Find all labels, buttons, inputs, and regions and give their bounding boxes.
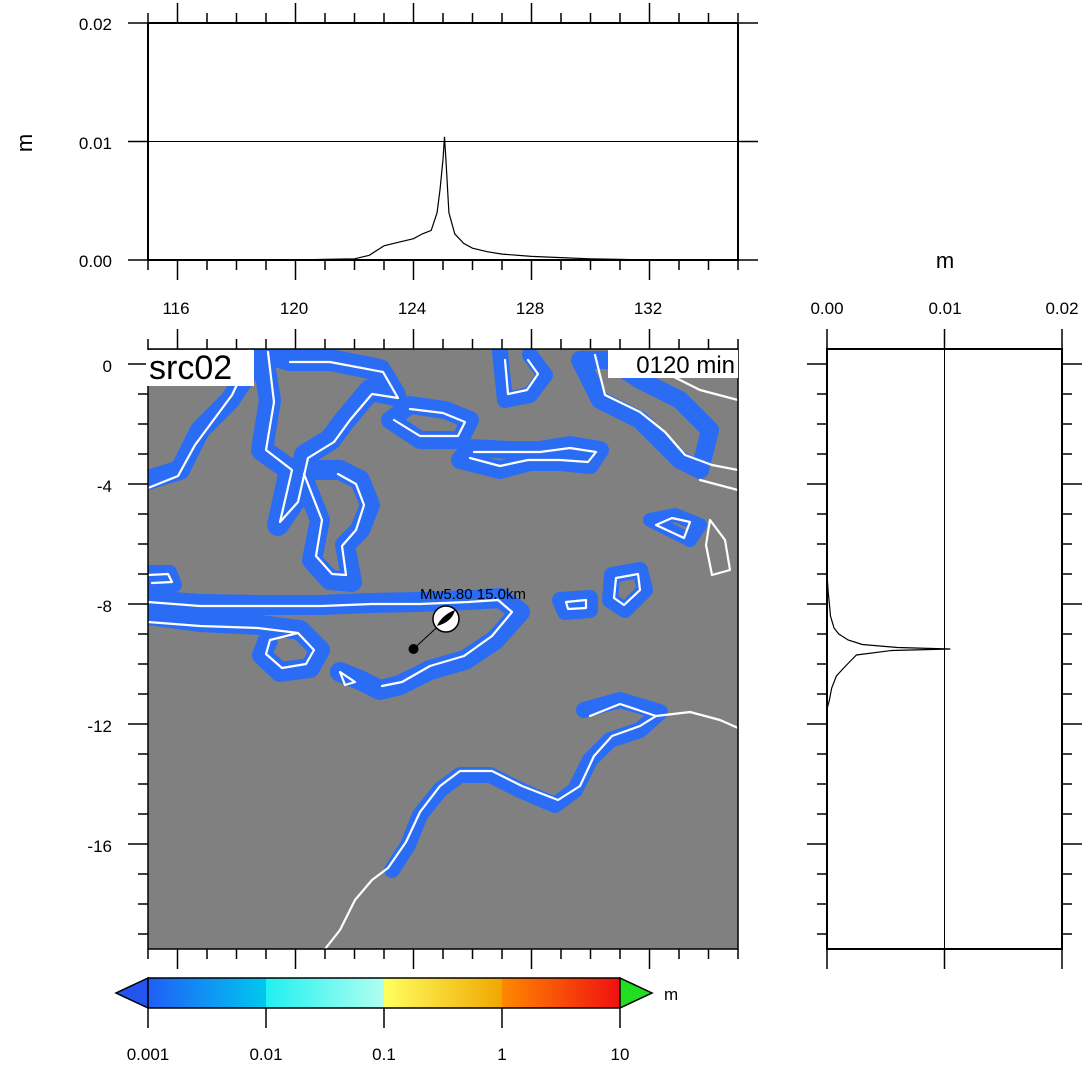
colorbar-segment: [266, 978, 384, 1008]
colorbar-high-triangle: [619, 976, 654, 1010]
map-label-box: [146, 350, 254, 386]
top-profile-ylabel: m: [12, 134, 37, 152]
top-profile-panel: m 0.02 0.01 0.00: [12, 3, 758, 280]
map-axis-ticks: [128, 329, 739, 969]
colorbar-ticks: [147, 1008, 621, 1028]
lon-tick-label: 128: [516, 299, 544, 318]
time-label: 0120 min: [636, 352, 735, 379]
colorbar: m 0.001 0.01 0.1 1 10: [114, 976, 678, 1064]
colorbar-segment: [148, 978, 266, 1008]
lon-tick-labels: 116 120 124 128 132: [162, 299, 662, 318]
colorbar-tick-label: 1: [497, 1045, 506, 1064]
lat-tick-label: -8: [97, 597, 112, 616]
epicenter-marker: [408, 644, 419, 654]
colorbar-low-triangle: [114, 976, 149, 1010]
beachball-icon: [432, 605, 460, 633]
side-profile-ticks: [807, 329, 1082, 969]
map-label: src02: [149, 349, 232, 387]
lat-tick-label: -12: [87, 717, 112, 736]
side-profile-xtick-label: 0.00: [810, 299, 843, 318]
top-profile-ytick-label: 0.01: [79, 134, 112, 153]
side-profile-xlabel: m: [936, 248, 954, 273]
colorbar-tick-label: 0.001: [127, 1045, 170, 1064]
lon-tick-label: 120: [280, 299, 308, 318]
source-label: Mw5.80 15.0km: [420, 586, 526, 603]
lat-tick-label: 0: [103, 357, 112, 376]
colorbar-tick-label: 10: [611, 1045, 630, 1064]
lon-tick-label: 116: [162, 299, 189, 318]
colorbar-segment: [384, 978, 502, 1008]
lon-tick-label: 124: [398, 299, 426, 318]
time-label-box: [608, 350, 738, 378]
lat-tick-label: -4: [97, 477, 112, 496]
colorbar-tick-label: 0.01: [249, 1045, 282, 1064]
side-profile-xtick-label: 0.02: [1045, 299, 1078, 318]
side-profile-line: [826, 573, 951, 710]
colorbar-unit: m: [664, 985, 678, 1004]
side-profile-panel: m 0.00 0.01 0.02: [807, 248, 1082, 969]
lon-tick-label: 132: [634, 299, 662, 318]
top-profile-ytick-label: 0.02: [79, 15, 112, 34]
lat-tick-label: -16: [87, 837, 112, 856]
side-profile-xtick-label: 0.01: [928, 299, 961, 318]
lat-tick-labels: 0 -4 -8 -12 -16: [87, 357, 112, 856]
top-profile-ytick-label: 0.00: [79, 252, 112, 271]
top-profile-ticks: [128, 3, 758, 280]
colorbar-tick-label: 0.1: [372, 1045, 396, 1064]
top-profile-line: [295, 136, 679, 261]
colorbar-segment: [502, 978, 620, 1008]
map-panel: src02 0120 min Mw5.80 15.0km: [128, 329, 739, 969]
